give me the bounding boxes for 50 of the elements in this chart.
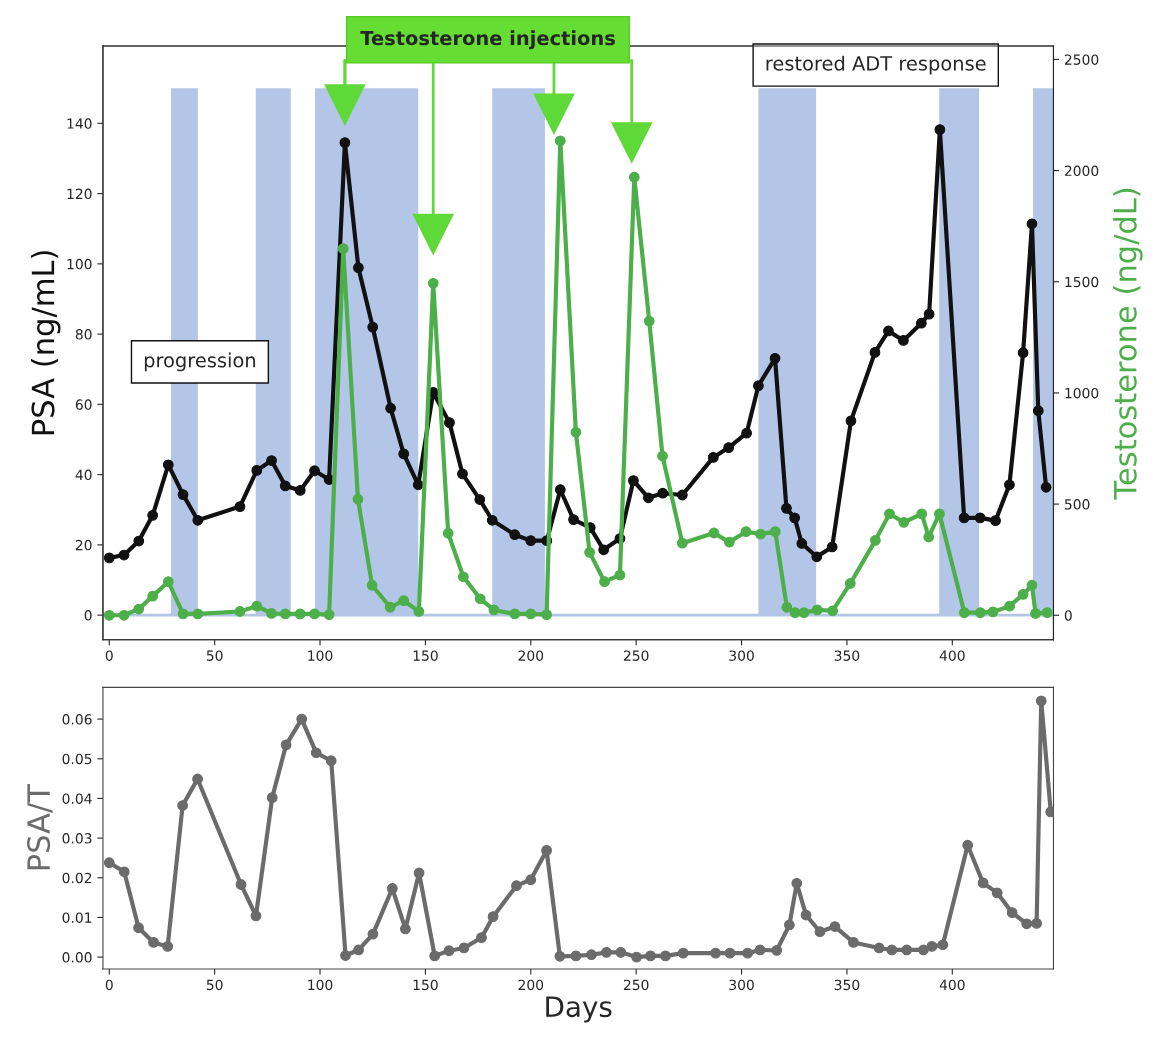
annotation: progression <box>144 352 256 372</box>
x-tick-label: 150 <box>413 979 438 991</box>
y-tick-label: 80 <box>75 329 92 340</box>
x-tick-label: 0 <box>105 979 113 991</box>
y-tick-label: 0.03 <box>62 833 92 844</box>
y-tick-label: 20 <box>75 539 92 551</box>
y-tick-label: 140 <box>67 118 92 129</box>
point <box>533 93 575 136</box>
y2-tick-label: 2500 <box>1064 54 1099 65</box>
point <box>324 84 366 126</box>
x-tick-label: 300 <box>729 979 754 991</box>
x-tick-label: 300 <box>729 650 754 661</box>
annotation: Testosterone injections <box>360 30 615 50</box>
x-tick-label: 250 <box>623 979 649 991</box>
y-tick-label: 0.02 <box>62 872 92 884</box>
x-tick-label: 100 <box>308 650 333 661</box>
annotation: restored ADT response <box>766 55 986 75</box>
x-tick-label: 150 <box>413 650 438 661</box>
x-tick-label: 100 <box>308 979 333 991</box>
y-axis-title: PSA/T <box>27 783 53 870</box>
x-tick-label: 400 <box>939 979 965 991</box>
y-tick-label: 100 <box>67 258 92 270</box>
x-axis-title: Days <box>546 996 612 1023</box>
y2-tick-label: 500 <box>1064 499 1090 510</box>
y-tick-label: 0.00 <box>62 952 92 963</box>
x-tick-label: 250 <box>623 650 649 661</box>
x-tick-label: 350 <box>834 979 860 991</box>
point <box>412 213 455 256</box>
x-tick-label: 200 <box>518 650 544 661</box>
y2-tick-label: 1000 <box>1065 387 1099 399</box>
y-tick-label: 40 <box>75 469 92 481</box>
y-axis-title: PSA (ng/mL) <box>30 251 61 435</box>
point <box>610 122 653 164</box>
x-tick-label: 50 <box>206 650 223 661</box>
x-tick-label: 400 <box>939 650 965 661</box>
x-tick-label: 350 <box>834 650 860 661</box>
x-tick-label: 50 <box>206 979 223 991</box>
y2-tick-label: 2000 <box>1064 165 1099 177</box>
y-tick-label: 0 <box>84 610 92 621</box>
y-tick-label: 0.01 <box>62 912 92 923</box>
x-tick-label: 200 <box>518 979 544 991</box>
y-tick-label: 0.06 <box>62 714 92 725</box>
y-tick-label: 0.05 <box>62 753 92 765</box>
y-tick-label: 60 <box>75 399 92 410</box>
x-tick-label: 0 <box>105 650 113 661</box>
y-tick-label: 120 <box>67 188 92 200</box>
y2-tick-label: 0 <box>1064 610 1072 621</box>
y2-axis-title: Testosterone (ng/dL) <box>1113 188 1143 500</box>
y-tick-label: 0.04 <box>62 793 92 804</box>
y2-tick-label: 1500 <box>1065 276 1099 288</box>
